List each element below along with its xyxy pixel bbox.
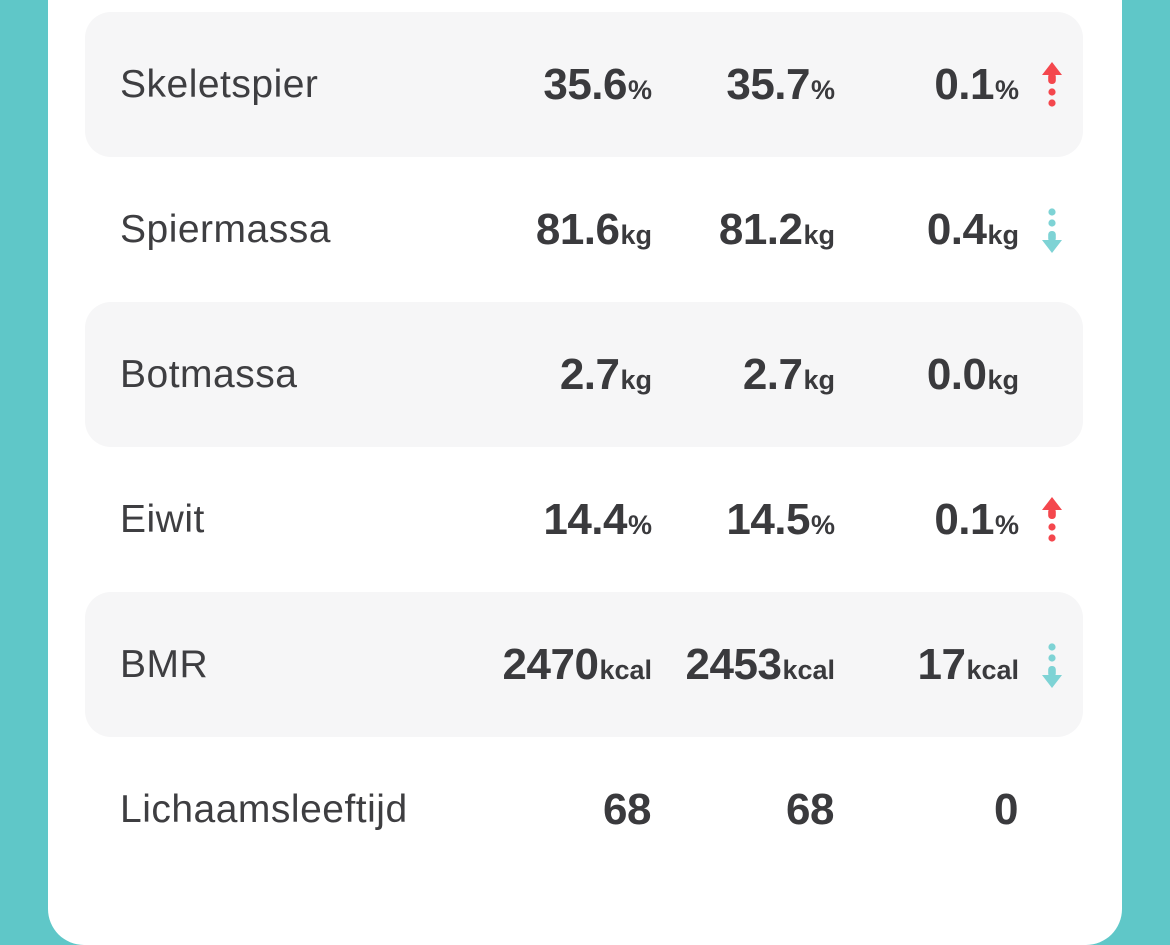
table-row-skeletspier: Skeletspier 35.6% 35.7% 0.1% — [85, 12, 1083, 157]
delta-value-number: 0.0 — [926, 349, 987, 399]
current-value: 14.5% — [652, 495, 835, 545]
previous-value-unit: kg — [620, 219, 652, 250]
delta-value-unit: % — [994, 509, 1019, 540]
current-value-number: 14.5 — [726, 494, 810, 544]
metric-label: Eiwit — [120, 497, 205, 541]
table-row-eiwit: Eiwit 14.4% 14.5% 0.1% — [85, 447, 1083, 592]
current-value-unit: kg — [803, 219, 835, 250]
metric-label: Lichaamsleeftijd — [120, 787, 408, 831]
previous-value-number: 14.4 — [543, 494, 627, 544]
delta-value-number: 0 — [994, 784, 1018, 834]
trend-up-icon — [1042, 61, 1062, 107]
current-value-number: 2453 — [685, 639, 782, 689]
trend-slot — [1019, 494, 1063, 546]
current-value-number: 68 — [786, 784, 834, 834]
trend-up-icon — [1042, 496, 1062, 542]
current-value-unit: % — [810, 74, 835, 105]
previous-value-number: 2.7 — [559, 349, 620, 399]
delta-value: 17 kcal — [835, 640, 1019, 690]
previous-value-number: 2470 — [502, 639, 599, 689]
delta-value: 0 — [835, 785, 1019, 835]
delta-value: 0.0 kg — [835, 350, 1019, 400]
delta-value-number: 0.4 — [926, 204, 987, 254]
trend-slot — [1019, 784, 1063, 836]
metric-label: Botmassa — [120, 352, 298, 396]
previous-value: 14.4% — [462, 495, 652, 545]
metrics-card: Skeletspier 35.6% 35.7% 0.1% Spiermassa … — [48, 0, 1122, 945]
previous-value-number: 68 — [603, 784, 651, 834]
previous-value: 2470 kcal — [462, 640, 652, 690]
current-value-number: 81.2 — [718, 204, 803, 254]
delta-value: 0.4 kg — [835, 205, 1019, 255]
previous-value-number: 81.6 — [535, 204, 620, 254]
current-value: 35.7% — [652, 60, 835, 110]
previous-value-number: 35.6 — [543, 59, 627, 109]
current-value-number: 2.7 — [742, 349, 803, 399]
current-value-unit: kcal — [782, 654, 835, 685]
previous-value-unit: % — [627, 509, 652, 540]
trend-down-icon — [1042, 642, 1062, 688]
table-row-spiermassa: Spiermassa 81.6 kg 81.2 kg 0.4 kg — [85, 157, 1083, 302]
delta-value-number: 17 — [917, 639, 966, 689]
trend-slot — [1019, 349, 1063, 401]
trend-slot — [1019, 59, 1063, 111]
previous-value-unit: kg — [620, 364, 652, 395]
previous-value: 35.6% — [462, 60, 652, 110]
current-value: 2453 kcal — [652, 640, 835, 690]
delta-value-number: 0.1 — [934, 59, 994, 109]
delta-value: 0.1% — [835, 60, 1019, 110]
current-value: 81.2 kg — [652, 205, 835, 255]
delta-value: 0.1% — [835, 495, 1019, 545]
delta-value-number: 0.1 — [934, 494, 994, 544]
delta-value-unit: % — [994, 74, 1019, 105]
table-row-bmr: BMR 2470 kcal 2453 kcal 17 kcal — [85, 592, 1083, 737]
delta-value-unit: kcal — [966, 654, 1019, 685]
previous-value-unit: kcal — [599, 654, 652, 685]
trend-slot — [1019, 639, 1063, 691]
trend-slot — [1019, 204, 1063, 256]
metric-label: BMR — [120, 642, 209, 686]
previous-value: 2.7 kg — [462, 350, 652, 400]
delta-value-unit: kg — [987, 219, 1019, 250]
previous-value: 68 — [462, 785, 652, 835]
current-value: 68 — [652, 785, 835, 835]
current-value-unit: kg — [803, 364, 835, 395]
table-row-lichaamsleeftijd: Lichaamsleeftijd 68 68 0 — [85, 737, 1083, 882]
current-value-unit: % — [810, 509, 835, 540]
delta-value-unit: kg — [987, 364, 1019, 395]
metric-label: Skeletspier — [120, 62, 319, 106]
metrics-table: Skeletspier 35.6% 35.7% 0.1% Spiermassa … — [48, 0, 1122, 882]
current-value: 2.7 kg — [652, 350, 835, 400]
trend-down-icon — [1042, 207, 1062, 253]
current-value-number: 35.7 — [726, 59, 810, 109]
previous-value: 81.6 kg — [462, 205, 652, 255]
table-row-botmassa: Botmassa 2.7 kg 2.7 kg 0.0 kg — [85, 302, 1083, 447]
previous-value-unit: % — [627, 74, 652, 105]
metric-label: Spiermassa — [120, 207, 331, 251]
